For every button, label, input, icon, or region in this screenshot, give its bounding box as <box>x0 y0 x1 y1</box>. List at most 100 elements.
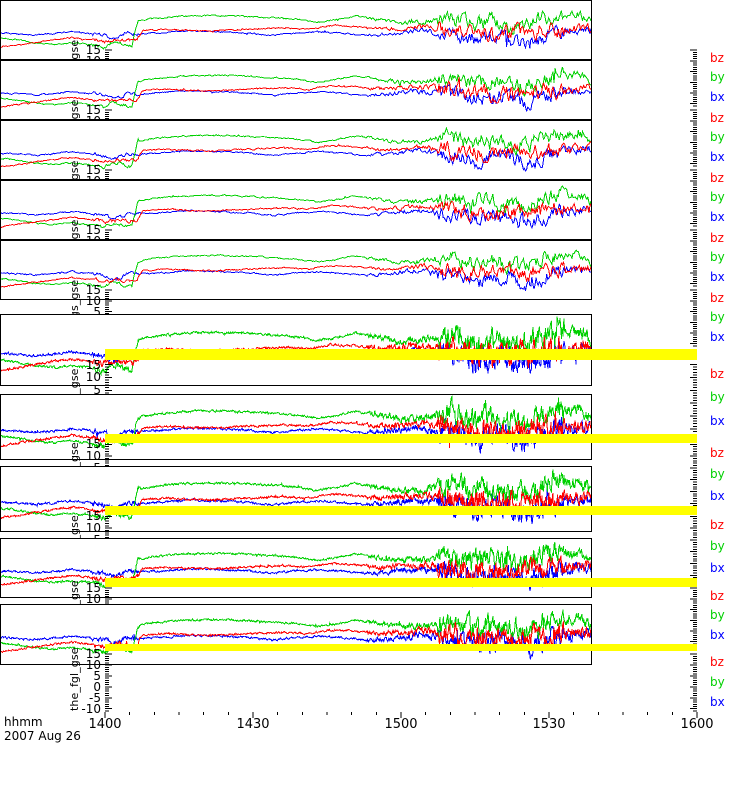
y-tick-label: 10 <box>85 449 101 464</box>
legend-bx-thb_fgl_gse: bx <box>710 489 725 504</box>
plot-panel-the_fgl_gse <box>0 604 592 665</box>
y-tick-label: 5 <box>93 668 101 683</box>
legend-bz-thd_fgl_gse: bz <box>710 588 724 603</box>
trace-bx-thb_fgs_gse <box>1 83 591 112</box>
legend-bz-thd_fgs_gse: bz <box>710 230 724 245</box>
legend-bx-tha_fgl_gse: bx <box>710 414 725 429</box>
legend-bz-thc_fgl_gse: bz <box>710 517 724 532</box>
plot-panel-thd_fgs_gse <box>0 180 592 240</box>
legend-bz-tha_fgl_gse: bz <box>710 366 724 381</box>
y-tick-label: 10 <box>85 370 101 385</box>
legend-bx-tha_fgs_gse: bx <box>710 90 725 105</box>
legend-by-the_fgl_gse: by <box>710 674 725 689</box>
y-tick-label: 5 <box>93 383 101 398</box>
trace-by-tha_fgs_gse <box>1 9 591 50</box>
panel-separator-3 <box>105 506 697 515</box>
legend-by-the_fgs_gse: by <box>710 310 725 325</box>
x-tick-label: 1530 <box>532 717 566 732</box>
trace-by-thd_fgl_gse <box>1 542 591 589</box>
legend-bx-thd_fgs_gse: bx <box>710 270 725 285</box>
y-tick-label: -5 <box>89 690 101 705</box>
plot-panel-thb_fgl_gse <box>0 394 592 460</box>
trace-bz-thc_fgs_gse <box>1 141 591 168</box>
y-tick-label: 10 <box>85 658 101 673</box>
trace-by-thb_fgl_gse <box>1 395 591 450</box>
x-axis-unit-label: hhmm <box>4 715 43 729</box>
legend-bx-thc_fgs_gse: bx <box>710 210 725 225</box>
x-axis-ticks <box>104 712 698 718</box>
plot-panel-thb_fgs_gse <box>0 60 592 120</box>
trace-bz-the_fgs_gse <box>1 261 591 288</box>
legend-by-thd_fgs_gse: by <box>710 250 725 265</box>
trace-by-tha_fgl_gse <box>1 316 591 376</box>
trace-bz-the_fgl_gse <box>1 620 591 653</box>
plot-panel-tha_fgs_gse <box>0 0 592 60</box>
y-tick-label: -10 <box>81 701 101 716</box>
y-tick-label: 15 <box>85 223 101 238</box>
trace-bz-thc_fgl_gse <box>1 486 591 520</box>
legend-by-tha_fgl_gse: by <box>710 390 725 405</box>
legend-bx-thb_fgs_gse: bx <box>710 150 725 165</box>
y-tick-label: 15 <box>85 283 101 298</box>
x-axis-date-label: 2007 Aug 26 <box>4 729 81 743</box>
legend-by-thd_fgl_gse: by <box>710 608 725 623</box>
y-tick-label: 10 <box>85 521 101 536</box>
y-tick-label: 15 <box>85 43 101 58</box>
panel-separator-4 <box>105 578 697 587</box>
trace-by-thd_fgs_gse <box>1 185 591 229</box>
trace-by-thb_fgs_gse <box>1 66 591 109</box>
legend-bz-the_fgl_gse: bz <box>710 654 724 669</box>
trace-bx-tha_fgs_gse <box>1 24 591 50</box>
x-tick-label: 1500 <box>384 717 418 732</box>
plot-panel-thc_fgs_gse <box>0 120 592 180</box>
panel-separator-2 <box>105 434 697 443</box>
plot-panel-thc_fgl_gse <box>0 466 592 532</box>
trace-bz-thb_fgs_gse <box>1 77 591 108</box>
plot-panel-the_fgs_gse <box>0 240 592 300</box>
legend-bx-thc_fgl_gse: bx <box>710 561 725 576</box>
trace-bz-thd_fgs_gse <box>1 200 591 229</box>
legend-bx-the_fgl_gse: bx <box>710 695 725 710</box>
trace-by-thc_fgl_gse <box>1 469 591 521</box>
trace-bz-tha_fgl_gse <box>1 335 591 372</box>
trace-bx-the_fgs_gse <box>1 265 591 291</box>
y-tick-label: 10 <box>85 591 101 606</box>
y-tick-label: 15 <box>85 581 101 596</box>
y-tick-label: 15 <box>85 103 101 118</box>
trace-by-thc_fgs_gse <box>1 126 591 170</box>
legend-by-tha_fgs_gse: by <box>710 70 725 85</box>
legend-bx-the_fgs_gse: bx <box>710 330 725 345</box>
y-tick-label: 15 <box>85 357 101 372</box>
y-tick-label: 0 <box>93 679 101 694</box>
trace-bz-thd_fgl_gse <box>1 555 591 586</box>
trace-bx-thc_fgs_gse <box>1 144 591 172</box>
legend-bz-tha_fgs_gse: bz <box>710 50 724 65</box>
legend-by-thb_fgs_gse: by <box>710 130 725 145</box>
trace-bx-thd_fgs_gse <box>1 203 591 230</box>
y-tick-label: 15 <box>85 509 101 524</box>
legend-bz-thc_fgs_gse: bz <box>710 170 724 185</box>
plot-panel-thd_fgl_gse <box>0 538 592 598</box>
trace-by-the_fgs_gse <box>1 249 591 289</box>
legend-by-thc_fgs_gse: by <box>710 190 725 205</box>
legend-bx-thd_fgl_gse: bx <box>710 628 725 643</box>
trace-bx-thc_fgl_gse <box>1 483 591 524</box>
legend-bz-the_fgs_gse: bz <box>710 290 724 305</box>
x-tick-label: 1400 <box>88 717 122 732</box>
y-tick-label: 15 <box>85 647 101 662</box>
legend-by-thc_fgl_gse: by <box>710 539 725 554</box>
y-tick-label: 5 <box>93 304 101 319</box>
y-tick-label: 15 <box>85 437 101 452</box>
y-tick-label: 15 <box>85 163 101 178</box>
panel-separator-5 <box>105 644 697 651</box>
trace-by-the_fgl_gse <box>1 609 591 655</box>
x-tick-label: 1600 <box>680 717 714 732</box>
y-tick-label: 10 <box>85 293 101 308</box>
trace-bz-tha_fgs_gse <box>1 21 591 48</box>
x-tick-label: 1430 <box>236 717 270 732</box>
panel-separator-1 <box>105 349 697 360</box>
legend-bz-thb_fgs_gse: bz <box>710 110 724 125</box>
legend-bz-thb_fgl_gse: bz <box>710 445 724 460</box>
legend-by-thb_fgl_gse: by <box>710 467 725 482</box>
